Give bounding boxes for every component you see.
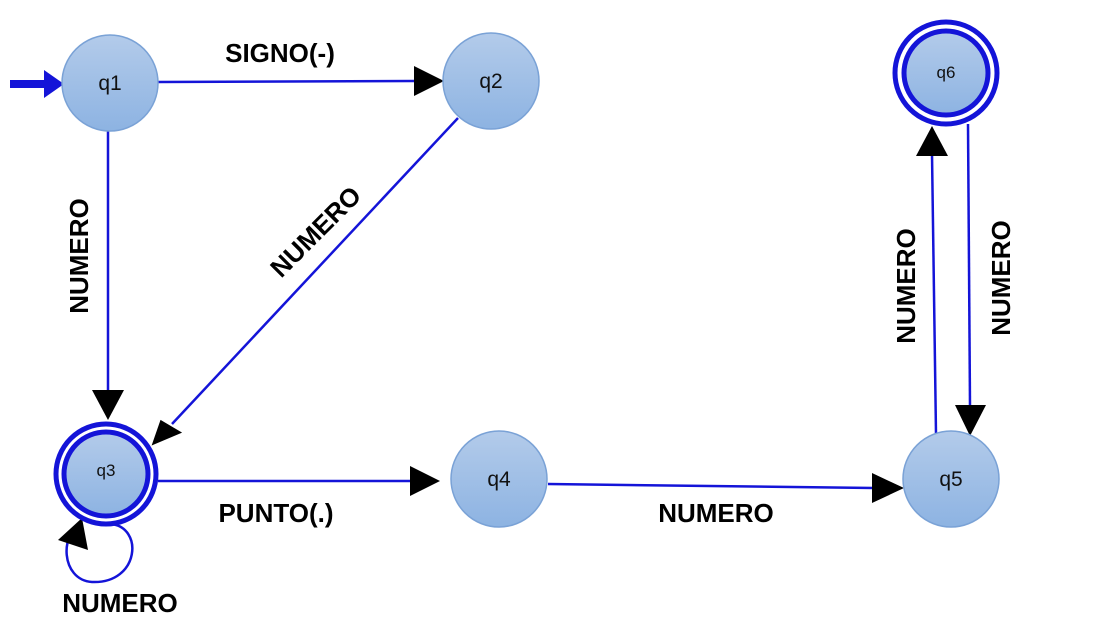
arrowhead-icon	[414, 66, 444, 96]
edge-label-q3-loop: NUMERO	[62, 588, 178, 618]
arrowhead-icon	[872, 473, 904, 503]
state-q6-label: q6	[937, 63, 956, 82]
state-q3-label: q3	[97, 461, 116, 480]
state-q2-label: q2	[479, 70, 502, 93]
state-q5-label: q5	[939, 468, 962, 491]
edge-q6-q5	[955, 123, 986, 436]
edge-label-q6-q5: NUMERO	[986, 220, 1016, 336]
state-q3-accepting: q3	[53, 421, 159, 527]
state-q6-accepting: q6	[892, 19, 1000, 127]
state-q4-label: q4	[487, 468, 511, 491]
arrowhead-icon	[916, 126, 948, 156]
state-q2: q2	[442, 32, 540, 130]
edge-q5-q6	[916, 126, 948, 435]
edge-label-q3-q4: PUNTO(.)	[218, 498, 333, 528]
state-q1-label: q1	[98, 72, 121, 95]
state-q4: q4	[450, 430, 548, 528]
edge-q3-self-loop	[58, 518, 134, 584]
arrowhead-icon	[92, 390, 124, 420]
arrowhead-icon	[58, 518, 88, 550]
edge-q3-q4	[158, 466, 440, 496]
edge-q1-q2	[157, 66, 444, 96]
start-arrow	[10, 70, 64, 98]
edge-q1-q3	[92, 130, 124, 420]
state-q1: q1	[61, 34, 159, 132]
edge-label-q1-q2: SIGNO(-)	[225, 38, 335, 68]
edge-q2-q3	[151, 117, 459, 446]
edge-label-q5-q6: NUMERO	[891, 228, 921, 344]
arrowhead-icon	[410, 466, 440, 496]
arrowhead-icon	[151, 419, 183, 446]
edge-label-q1-q3: NUMERO	[64, 198, 94, 314]
arrowhead-icon	[955, 405, 986, 436]
edge-q4-q5	[547, 473, 904, 503]
edge-label-q4-q5: NUMERO	[658, 498, 774, 528]
state-q5: q5	[902, 430, 1000, 528]
